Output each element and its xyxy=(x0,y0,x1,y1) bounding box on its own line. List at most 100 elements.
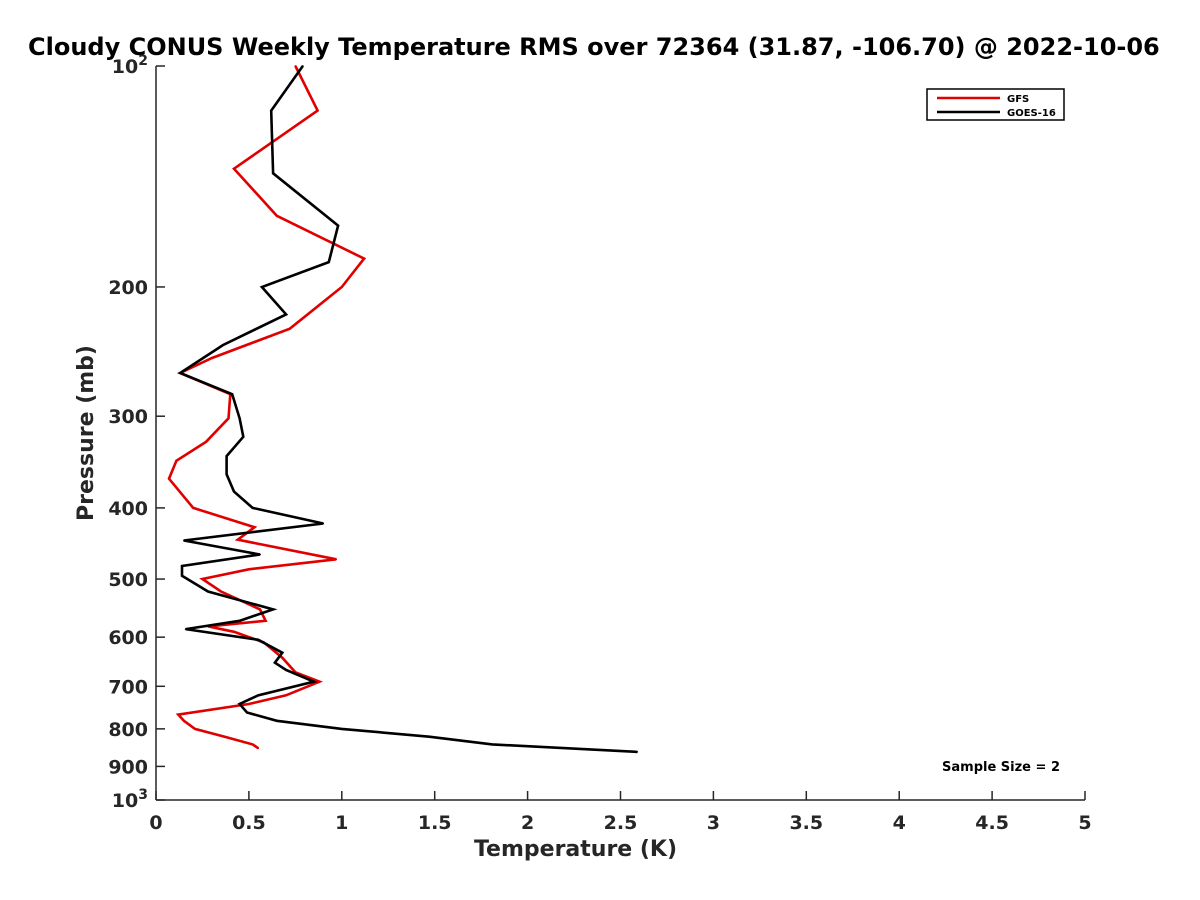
x-tick-label: 0.5 xyxy=(232,812,266,834)
data-point-gfs xyxy=(257,747,260,750)
data-point-goes-16 xyxy=(270,109,273,112)
data-point-goes-16 xyxy=(491,743,494,746)
data-point-gfs xyxy=(281,656,284,659)
data-point-gfs xyxy=(233,167,235,170)
y-tick-label: 700 xyxy=(108,676,148,698)
data-point-gfs xyxy=(294,65,297,67)
legend-label: GFS xyxy=(1007,94,1029,105)
x-tick-label: 1.5 xyxy=(418,812,452,834)
data-point-goes-16 xyxy=(184,628,187,630)
data-point-gfs xyxy=(227,417,230,420)
chart-title: Cloudy CONUS Weekly Temperature RMS over… xyxy=(28,33,1160,61)
data-point-goes-16 xyxy=(340,728,343,730)
data-point-gfs xyxy=(201,578,204,580)
data-point-goes-16 xyxy=(259,553,261,556)
data-point-goes-16 xyxy=(233,490,235,493)
data-point-goes-16 xyxy=(181,574,183,577)
data-point-gfs xyxy=(259,608,261,611)
data-point-gfs xyxy=(168,477,170,480)
x-tick-label: 0 xyxy=(149,812,162,834)
data-point-gfs xyxy=(340,286,343,288)
data-point-gfs xyxy=(223,735,226,738)
y-tick-label: 102 xyxy=(112,53,148,78)
data-point-gfs xyxy=(285,694,287,697)
x-tick-label: 3.5 xyxy=(789,812,823,834)
data-point-goes-16 xyxy=(242,435,245,438)
y-tick-label: 400 xyxy=(108,498,148,520)
data-point-gfs xyxy=(335,558,338,561)
data-point-gfs xyxy=(194,728,196,730)
data-point-goes-16 xyxy=(261,286,263,288)
data-point-goes-16 xyxy=(246,711,248,714)
legend-label: GOES-16 xyxy=(1007,108,1056,119)
data-point-gfs xyxy=(253,526,256,529)
x-tick-label: 2 xyxy=(521,812,534,834)
data-point-gfs xyxy=(192,507,195,509)
data-point-goes-16 xyxy=(301,65,304,67)
data-point-goes-16 xyxy=(313,680,315,683)
data-point-gfs xyxy=(175,459,178,462)
y-tick-label: 900 xyxy=(108,756,148,778)
data-point-goes-16 xyxy=(285,313,287,316)
data-point-gfs xyxy=(236,538,239,541)
data-point-gfs xyxy=(177,713,180,716)
legend: GFS GOES-16 xyxy=(926,88,1065,121)
data-point-goes-16 xyxy=(281,651,284,654)
data-point-gfs xyxy=(248,703,250,705)
y-tick-label: 300 xyxy=(108,406,148,428)
data-point-goes-16 xyxy=(337,224,339,227)
data-point-goes-16 xyxy=(285,669,287,671)
y-tick-label: 800 xyxy=(108,719,148,741)
y-axis-label: Pressure (mb) xyxy=(74,345,99,521)
data-point-gfs xyxy=(275,214,278,217)
data-point-gfs xyxy=(205,440,208,443)
data-point-goes-16 xyxy=(636,751,639,753)
data-point-goes-16 xyxy=(327,261,330,263)
data-point-goes-16 xyxy=(238,619,241,622)
data-point-goes-16 xyxy=(257,694,260,697)
x-axis-label: Temperature (K) xyxy=(474,837,677,862)
data-point-goes-16 xyxy=(322,522,325,525)
data-point-goes-16 xyxy=(179,372,182,374)
y-tick-label: 500 xyxy=(108,569,148,591)
axes: 0 0.5 1 1.5 2 2.5 3 3.5 4 4.5 5 102 200 300 400 500 600 7… xyxy=(108,53,1091,834)
data-point-goes-16 xyxy=(274,661,276,664)
x-tick-label: 2.5 xyxy=(604,812,638,834)
data-point-goes-16 xyxy=(225,455,228,457)
data-point-goes-16 xyxy=(257,638,260,641)
plot-area xyxy=(167,65,639,754)
data-point-gfs xyxy=(316,109,319,112)
y-tick-label: 103 xyxy=(112,787,148,812)
data-point-gfs xyxy=(363,257,365,260)
data-point-gfs xyxy=(251,743,254,746)
data-point-goes-16 xyxy=(251,507,254,509)
data-point-goes-16 xyxy=(222,344,224,346)
data-point-goes-16 xyxy=(231,393,234,396)
data-point-goes-16 xyxy=(181,565,183,567)
x-tick-label: 4.5 xyxy=(975,812,1009,834)
data-point-goes-16 xyxy=(272,608,274,611)
data-point-goes-16 xyxy=(183,539,185,542)
data-point-gfs xyxy=(183,719,185,722)
y-tick-label: 600 xyxy=(108,627,148,649)
data-point-goes-16 xyxy=(238,417,241,420)
data-point-gfs xyxy=(233,630,235,633)
data-point-gfs xyxy=(288,327,291,330)
x-tick-label: 5 xyxy=(1078,812,1091,834)
data-point-goes-16 xyxy=(272,172,274,175)
data-point-goes-16 xyxy=(225,473,228,476)
data-point-gfs xyxy=(248,568,250,571)
series-line-goes-16 xyxy=(177,65,638,754)
data-point-gfs xyxy=(318,680,321,683)
data-point-gfs xyxy=(220,590,222,593)
x-tick-label: 4 xyxy=(893,812,906,834)
legend-box xyxy=(926,88,1065,121)
x-tick-label: 3 xyxy=(707,812,720,834)
y-tick-label: 200 xyxy=(108,277,148,299)
data-point-gfs xyxy=(264,619,267,622)
series-line-gfs xyxy=(167,65,367,750)
data-point-goes-16 xyxy=(207,590,209,593)
sample-size-annotation: Sample Size = 2 xyxy=(942,760,1060,775)
data-point-gfs xyxy=(210,357,213,359)
